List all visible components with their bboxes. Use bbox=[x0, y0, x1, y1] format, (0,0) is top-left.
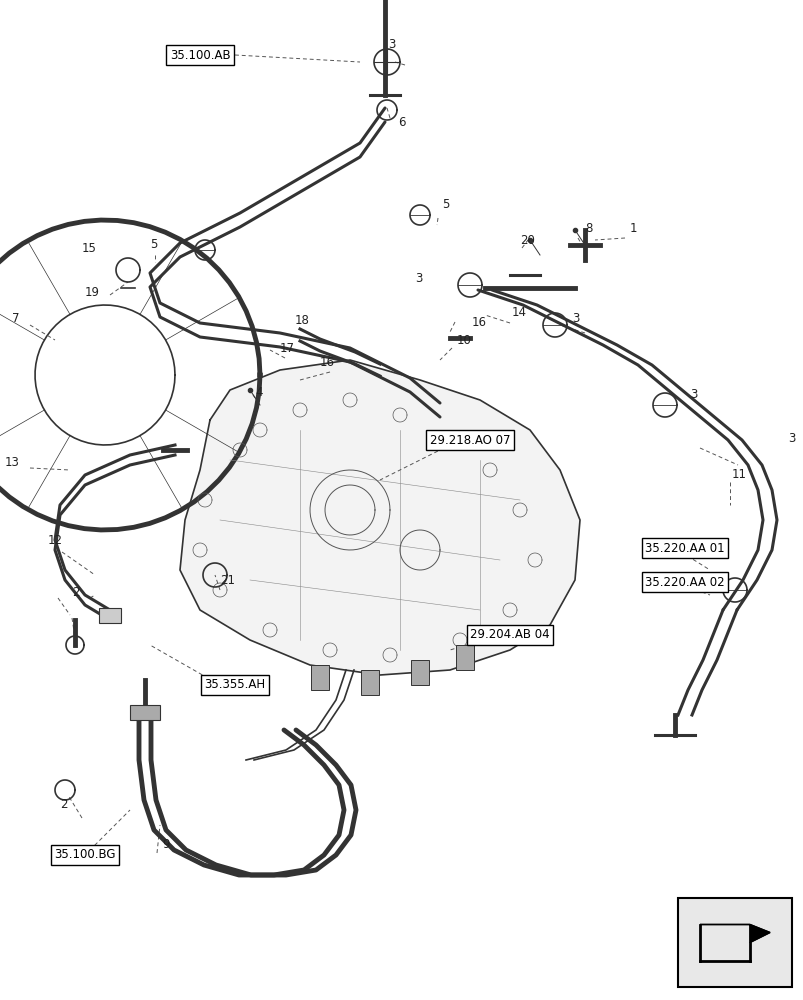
Text: 5: 5 bbox=[150, 238, 157, 251]
Text: 7: 7 bbox=[12, 312, 19, 324]
Text: 3: 3 bbox=[787, 432, 794, 444]
Text: 21: 21 bbox=[220, 574, 234, 586]
Text: 19: 19 bbox=[85, 286, 100, 298]
Text: 3: 3 bbox=[388, 38, 395, 51]
Polygon shape bbox=[699, 924, 769, 942]
Text: 6: 6 bbox=[397, 116, 405, 129]
Bar bbox=[410, 660, 429, 685]
Bar bbox=[99, 607, 120, 622]
Polygon shape bbox=[180, 360, 579, 675]
Text: 29.218.AO 07: 29.218.AO 07 bbox=[430, 434, 510, 446]
Text: 29.204.AB 04: 29.204.AB 04 bbox=[470, 629, 549, 642]
Text: 17: 17 bbox=[279, 342, 295, 355]
Text: 20: 20 bbox=[520, 233, 534, 246]
Bar bbox=[455, 645, 474, 670]
Text: 2: 2 bbox=[60, 798, 67, 812]
Text: 35.100.BG: 35.100.BG bbox=[54, 848, 116, 861]
FancyBboxPatch shape bbox=[677, 898, 791, 987]
Text: 14: 14 bbox=[512, 306, 526, 320]
Bar bbox=[361, 670, 378, 695]
Text: 4: 4 bbox=[255, 385, 262, 398]
Text: 35.220.AA 01: 35.220.AA 01 bbox=[644, 542, 724, 554]
Text: 3: 3 bbox=[689, 388, 696, 401]
Bar bbox=[130, 705, 160, 720]
Polygon shape bbox=[749, 924, 769, 942]
Text: 3: 3 bbox=[414, 271, 422, 284]
Text: 1: 1 bbox=[630, 222, 637, 234]
Text: 13: 13 bbox=[5, 456, 20, 468]
Text: 35.100.AB: 35.100.AB bbox=[169, 49, 230, 62]
Bar bbox=[311, 665, 328, 690]
Text: 12: 12 bbox=[48, 534, 63, 546]
Text: 16: 16 bbox=[471, 316, 487, 328]
Text: 2: 2 bbox=[72, 585, 79, 598]
Text: 5: 5 bbox=[442, 198, 449, 212]
Text: 35.355.AH: 35.355.AH bbox=[204, 678, 265, 692]
Text: 8: 8 bbox=[585, 222, 592, 234]
Text: 3: 3 bbox=[571, 312, 579, 324]
Text: 15: 15 bbox=[82, 241, 96, 254]
Text: 16: 16 bbox=[320, 356, 335, 368]
Text: 11: 11 bbox=[731, 468, 746, 482]
Text: 9: 9 bbox=[161, 838, 169, 852]
Text: 10: 10 bbox=[456, 334, 471, 347]
Text: 18: 18 bbox=[295, 314, 309, 326]
Text: 35.220.AA 02: 35.220.AA 02 bbox=[644, 576, 724, 588]
